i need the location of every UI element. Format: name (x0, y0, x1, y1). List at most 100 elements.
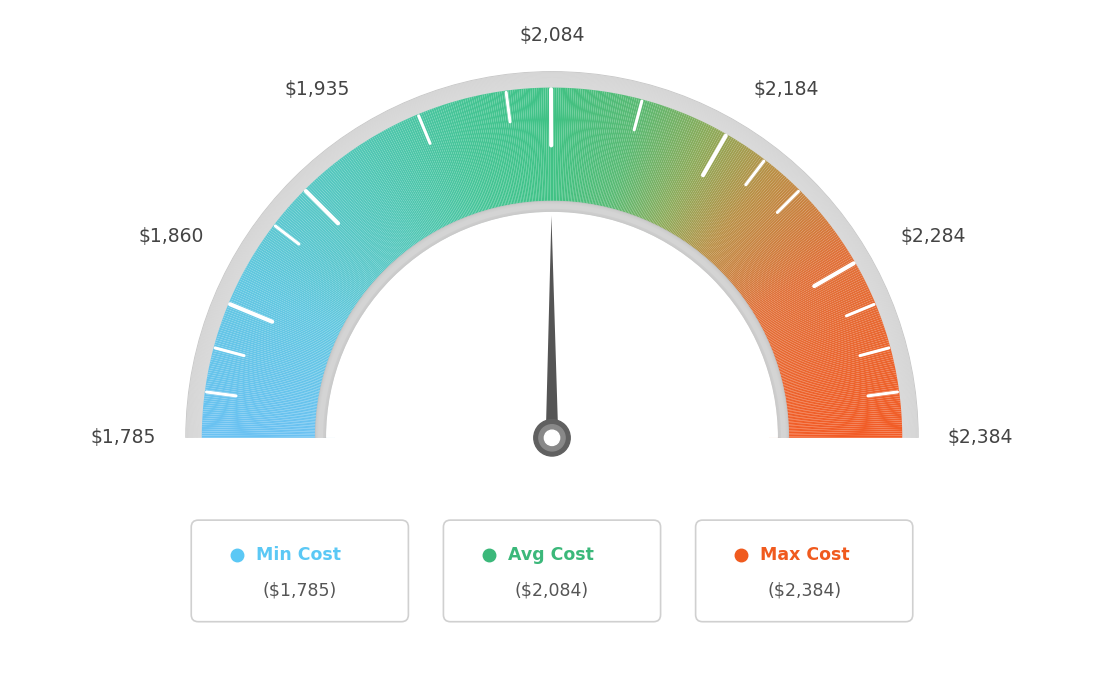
Wedge shape (545, 88, 550, 221)
Wedge shape (420, 113, 470, 237)
Wedge shape (275, 221, 381, 305)
Wedge shape (259, 243, 372, 318)
Wedge shape (226, 307, 351, 358)
Wedge shape (677, 150, 754, 261)
Wedge shape (554, 88, 559, 221)
Wedge shape (657, 131, 723, 248)
Wedge shape (208, 370, 339, 397)
Wedge shape (595, 95, 624, 226)
Wedge shape (517, 89, 531, 221)
Wedge shape (381, 131, 447, 248)
Wedge shape (582, 91, 603, 223)
Wedge shape (747, 285, 868, 344)
Wedge shape (250, 259, 365, 328)
Wedge shape (322, 172, 411, 274)
Wedge shape (697, 177, 787, 277)
Wedge shape (278, 218, 383, 303)
Wedge shape (763, 355, 893, 388)
Wedge shape (232, 295, 353, 351)
Wedge shape (622, 106, 667, 233)
Wedge shape (731, 239, 841, 316)
Wedge shape (740, 262, 856, 330)
Wedge shape (645, 121, 703, 242)
Wedge shape (763, 357, 893, 389)
Wedge shape (310, 182, 403, 280)
Wedge shape (647, 123, 707, 243)
Wedge shape (320, 206, 784, 438)
Wedge shape (225, 309, 350, 359)
Wedge shape (185, 72, 919, 438)
Wedge shape (490, 92, 516, 224)
Wedge shape (341, 157, 422, 264)
Wedge shape (626, 108, 672, 234)
Wedge shape (332, 164, 416, 269)
Wedge shape (715, 208, 818, 296)
Wedge shape (299, 193, 396, 287)
Wedge shape (767, 392, 900, 411)
Wedge shape (612, 101, 650, 229)
Wedge shape (598, 95, 628, 226)
Wedge shape (608, 99, 646, 228)
Wedge shape (202, 431, 335, 435)
Wedge shape (314, 179, 405, 279)
Wedge shape (586, 92, 609, 224)
Wedge shape (208, 372, 339, 398)
Wedge shape (485, 94, 511, 225)
Wedge shape (204, 392, 337, 411)
Wedge shape (766, 379, 898, 402)
Wedge shape (534, 88, 542, 221)
Wedge shape (710, 197, 807, 289)
Wedge shape (202, 418, 336, 427)
Polygon shape (545, 215, 559, 438)
Wedge shape (190, 75, 914, 438)
Wedge shape (585, 92, 607, 224)
Wedge shape (202, 424, 335, 431)
Wedge shape (323, 209, 781, 438)
Wedge shape (660, 134, 729, 250)
Wedge shape (367, 140, 438, 254)
Wedge shape (550, 88, 552, 221)
Wedge shape (230, 299, 352, 353)
Wedge shape (203, 405, 336, 419)
Wedge shape (744, 273, 862, 337)
Wedge shape (725, 226, 832, 308)
Wedge shape (596, 95, 626, 226)
Wedge shape (765, 375, 896, 400)
Circle shape (539, 425, 565, 451)
Wedge shape (750, 290, 871, 348)
Wedge shape (374, 135, 443, 251)
Wedge shape (220, 326, 347, 369)
Text: $2,084: $2,084 (519, 26, 585, 45)
Wedge shape (768, 407, 901, 420)
Wedge shape (284, 211, 386, 298)
Wedge shape (763, 353, 892, 386)
Wedge shape (255, 250, 369, 323)
Wedge shape (316, 201, 788, 438)
Wedge shape (265, 235, 374, 313)
Wedge shape (273, 225, 380, 307)
Wedge shape (565, 88, 576, 221)
Wedge shape (684, 159, 766, 266)
Wedge shape (246, 265, 363, 332)
Wedge shape (707, 192, 803, 286)
Wedge shape (752, 301, 875, 354)
FancyBboxPatch shape (444, 520, 660, 622)
Wedge shape (223, 315, 349, 363)
Wedge shape (703, 187, 798, 284)
Wedge shape (702, 184, 795, 282)
Wedge shape (193, 79, 911, 438)
Wedge shape (200, 85, 904, 438)
Wedge shape (200, 86, 904, 438)
Wedge shape (537, 88, 544, 221)
Wedge shape (558, 88, 563, 221)
Wedge shape (319, 205, 785, 438)
Wedge shape (458, 99, 496, 228)
Wedge shape (688, 165, 774, 270)
Wedge shape (202, 422, 335, 430)
Wedge shape (614, 102, 654, 230)
Wedge shape (318, 204, 786, 438)
Wedge shape (745, 277, 864, 339)
Wedge shape (320, 206, 784, 438)
Wedge shape (751, 297, 873, 352)
Wedge shape (312, 181, 404, 279)
